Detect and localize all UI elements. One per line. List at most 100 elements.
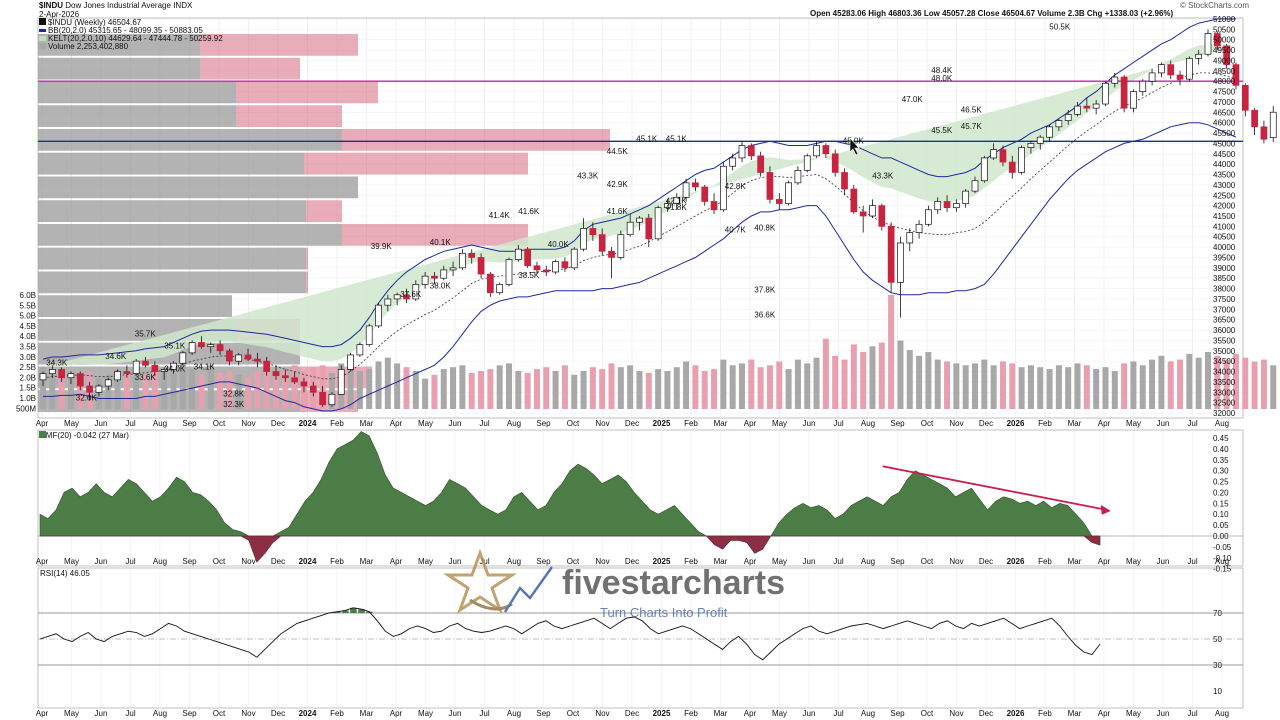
price-annotation: 32.3K xyxy=(223,400,245,409)
x-tick-label: May xyxy=(772,557,787,566)
volume-bar xyxy=(356,371,363,409)
price-annotation: 47.0K xyxy=(902,95,924,104)
x-tick-label: Apr xyxy=(390,557,403,566)
candle-body xyxy=(1167,64,1175,76)
volume-tick-label: 5.5B xyxy=(20,301,36,310)
price-annotation: 36.6K xyxy=(754,311,776,320)
x-tick-label: Aug xyxy=(1215,709,1229,718)
volume-bar xyxy=(776,361,783,409)
rsi-overbought-fill xyxy=(350,607,357,613)
price-annotation: 42.9K xyxy=(607,180,629,189)
volume-bar xyxy=(235,374,242,409)
volume-bar xyxy=(506,363,512,409)
candle-body xyxy=(822,145,830,155)
candle-body xyxy=(1008,161,1016,173)
x-tick-label: Jul xyxy=(479,419,489,428)
candle-body xyxy=(151,364,159,372)
volume-bar xyxy=(207,365,214,409)
candle-body xyxy=(95,385,103,393)
volume-bar xyxy=(878,342,885,409)
candle-body xyxy=(281,375,289,379)
x-tick-label: Dec xyxy=(979,419,993,428)
price-tick-label: 36000 xyxy=(1213,326,1236,335)
candle-body xyxy=(841,172,848,190)
price-tick-label: 42500 xyxy=(1213,191,1236,200)
chart-title: $INDU Dow Jones Industrial Average INDX xyxy=(39,1,192,10)
candle-body xyxy=(1260,126,1268,140)
price-annotation: 35.7K xyxy=(135,329,157,338)
candle-body xyxy=(207,344,215,347)
price-tick-label: 43500 xyxy=(1213,171,1236,180)
price-tick-label: 46500 xyxy=(1213,108,1236,117)
volume-bar xyxy=(67,376,74,409)
volume-bar xyxy=(552,371,559,409)
x-tick-label: Aug xyxy=(861,709,875,718)
candle-body xyxy=(617,234,625,258)
volume-bar xyxy=(198,374,205,409)
candle-body xyxy=(720,165,727,211)
x-tick-label: Feb xyxy=(1038,557,1052,566)
candle-body xyxy=(934,201,942,211)
candle-body xyxy=(636,217,643,223)
candle-body xyxy=(198,342,205,347)
candle-body xyxy=(142,360,149,366)
x-tick-label: Jul xyxy=(833,419,843,428)
volume-bar xyxy=(655,369,662,409)
vbp-bar-up xyxy=(38,81,236,104)
candle-body xyxy=(1046,126,1053,138)
x-tick-label: Jun xyxy=(1157,709,1170,718)
vbp-bar-down xyxy=(304,152,528,175)
volume-bar xyxy=(533,369,540,409)
x-tick-label: Feb xyxy=(684,557,698,566)
candle-body xyxy=(887,226,895,283)
candle-body xyxy=(570,248,578,269)
volume-bar xyxy=(1093,369,1100,409)
rsi-layer: 70 50 30 10 xyxy=(38,607,1243,696)
candle-body xyxy=(1158,64,1165,74)
x-tick-label: Oct xyxy=(213,419,226,428)
price-tick-label: 48000 xyxy=(1213,77,1236,86)
volume-bar xyxy=(273,372,279,409)
candle-body xyxy=(104,379,112,387)
price-annotation: 37.6K xyxy=(400,290,422,299)
volume-tick-label: 2.5B xyxy=(20,363,36,372)
candle-body xyxy=(794,170,802,184)
x-tick-label: Jun xyxy=(95,419,108,428)
volume-bar xyxy=(1167,361,1174,409)
volume-bar xyxy=(478,371,485,409)
candle-body xyxy=(1120,76,1128,109)
price-tick-label: 44500 xyxy=(1213,150,1236,159)
candles-layer xyxy=(39,29,1277,407)
rsi-overbought-fill xyxy=(358,609,365,613)
cmf-tick-label: 0.10 xyxy=(1213,510,1229,519)
candle-body xyxy=(692,182,699,188)
x-tick-label: Nov xyxy=(241,557,255,566)
candle-body xyxy=(1083,105,1091,109)
volume-bar xyxy=(850,344,857,409)
x-tick-label: May xyxy=(772,709,787,718)
x-tick-label: 2026 xyxy=(1007,709,1025,718)
volume-bar xyxy=(189,369,196,409)
cmf-positive-area xyxy=(39,431,1100,537)
x-tick-label: Aug xyxy=(507,709,521,718)
vbp-bar-up xyxy=(38,390,300,412)
candle-body xyxy=(375,304,382,327)
candle-body xyxy=(1269,111,1277,138)
watermark-tagline: Turn Charts Into Profit xyxy=(600,605,728,620)
candle-body xyxy=(403,294,410,300)
volume-bar xyxy=(123,372,130,409)
x-tick-label: May xyxy=(64,557,79,566)
candle-body xyxy=(1130,91,1137,109)
candle-body xyxy=(123,371,131,374)
volume-bar xyxy=(766,365,773,409)
volume-bar xyxy=(142,374,149,409)
price-tick-label: 41000 xyxy=(1213,222,1236,231)
x-tick-label: Sep xyxy=(536,557,551,566)
candle-body xyxy=(263,360,271,372)
volume-bar xyxy=(161,367,168,409)
cmf-legend-swatch xyxy=(39,431,46,438)
candle-body xyxy=(300,381,308,387)
candle-body xyxy=(431,275,438,279)
candle-body xyxy=(48,369,56,374)
price-tick-label: 49000 xyxy=(1213,56,1236,65)
